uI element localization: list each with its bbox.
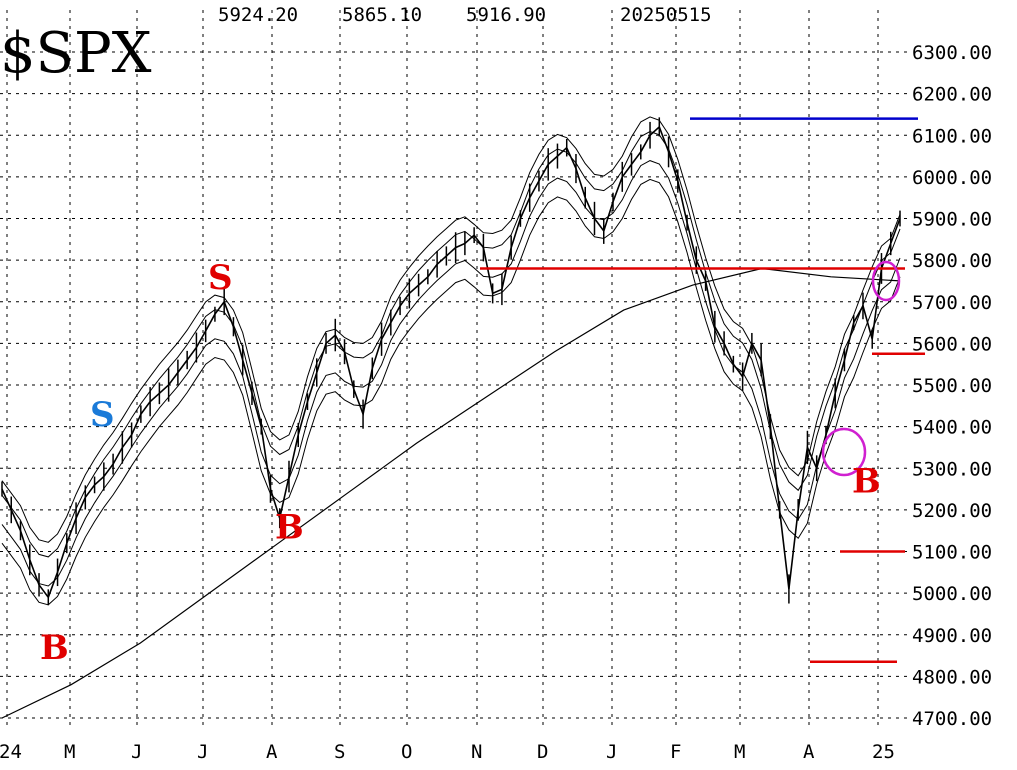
y-tick-label: 5000.00 xyxy=(912,583,992,605)
x-tick-label: F xyxy=(670,741,681,763)
signal-b: B xyxy=(40,628,69,668)
y-tick-label: 5800.00 xyxy=(912,250,992,272)
signal-annotations: B S S B B xyxy=(40,258,881,668)
y-tick-label: 5500.00 xyxy=(912,375,992,397)
y-axis: 6300.00 6200.00 6100.00 6000.00 5900.00 5800.… xyxy=(912,42,992,730)
header-value-1: 5924.20 xyxy=(218,4,298,26)
header-value-3: 5916.90 xyxy=(466,4,546,26)
band-upper-outer xyxy=(1,116,901,543)
highlight-circle xyxy=(821,427,867,477)
chart-title: $SPX xyxy=(0,21,152,86)
y-tick-label: 4700.00 xyxy=(912,708,992,730)
y-tick-label: 5900.00 xyxy=(912,209,992,231)
highlight-circles xyxy=(821,260,901,477)
band-upper-inner xyxy=(1,130,901,558)
band-lower-inner xyxy=(1,160,901,587)
x-tick-label: D xyxy=(537,741,548,763)
price-series xyxy=(1,117,901,606)
x-axis: 24 M J J A S O N D J F M A 25 xyxy=(0,741,895,763)
y-tick-label: 5700.00 xyxy=(912,292,992,314)
x-tick-label: M xyxy=(734,741,745,763)
moving-average-200 xyxy=(1,267,901,719)
x-tick-label: A xyxy=(803,741,815,763)
ma-line xyxy=(1,267,901,719)
y-tick-label: 5600.00 xyxy=(912,333,992,355)
x-tick-label: J xyxy=(131,741,142,763)
y-tick-label: 4900.00 xyxy=(912,625,992,647)
price-line xyxy=(1,125,901,599)
y-tick-label: 5300.00 xyxy=(912,458,992,480)
signal-s: S xyxy=(208,258,233,298)
reference-lines xyxy=(480,117,925,664)
bollinger-bands xyxy=(1,116,901,606)
y-tick-label: 5100.00 xyxy=(912,542,992,564)
x-tick-label: A xyxy=(266,741,278,763)
y-tick-label: 6000.00 xyxy=(912,167,992,189)
signal-s: S xyxy=(90,395,115,435)
y-tick-label: 6200.00 xyxy=(912,84,992,106)
y-tick-label: 6100.00 xyxy=(912,125,992,147)
x-tick-label: M xyxy=(64,741,75,763)
band-lower-outer xyxy=(1,178,901,606)
grid xyxy=(0,10,908,730)
x-tick-label: 25 xyxy=(872,741,895,763)
y-tick-label: 5200.00 xyxy=(912,500,992,522)
x-tick-label: J xyxy=(606,741,617,763)
x-tick-label: O xyxy=(401,741,412,763)
highlight-circle xyxy=(871,260,901,302)
signal-b: B xyxy=(275,508,304,548)
header-value-2: 5865.10 xyxy=(342,4,422,26)
y-tick-label: 5400.00 xyxy=(912,417,992,439)
header-date: 20250515 xyxy=(620,4,712,26)
x-tick-label: S xyxy=(334,741,345,763)
y-tick-label: 6300.00 xyxy=(912,42,992,64)
x-tick-label: 24 xyxy=(0,741,22,763)
signal-b: B xyxy=(852,462,881,502)
x-tick-label: J xyxy=(197,741,208,763)
y-tick-label: 4800.00 xyxy=(912,666,992,688)
x-tick-label: N xyxy=(471,741,482,763)
